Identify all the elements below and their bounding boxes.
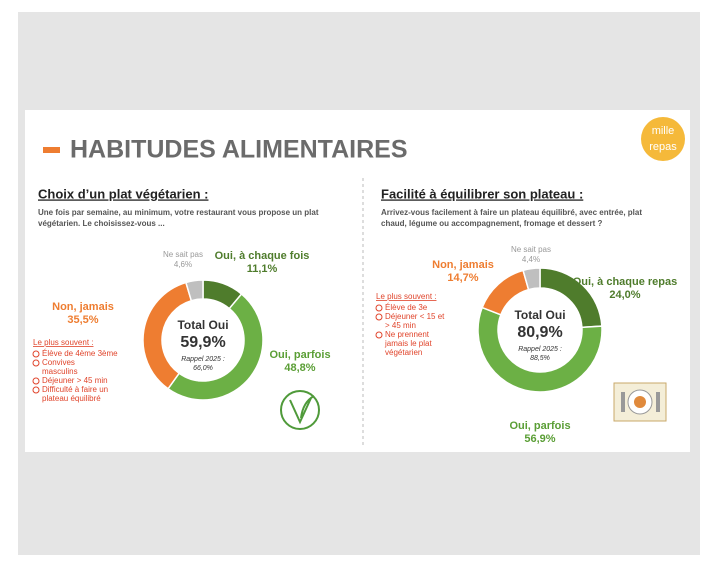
note-text: Difficulté à faire un — [42, 385, 108, 394]
note-text: Ne prennent — [385, 330, 430, 339]
slice-value: 35,5% — [67, 314, 98, 326]
note-text: Convives — [42, 358, 75, 367]
page: {"header": {"title": "HABITUDES ALIMENTA… — [0, 0, 712, 567]
chart-subtitle: Une fois par semaine, au minimum, votre … — [38, 208, 319, 217]
note-text: > 45 min — [385, 321, 416, 330]
slice-label: Ne sait pas — [163, 250, 203, 259]
chart-subtitle: végétarien. Le choisissez-vous ... — [38, 219, 165, 228]
logo-text: repas — [649, 141, 677, 153]
chart-title: Choix d’un plat végétarien : — [38, 186, 208, 201]
chart-subtitle: chaud, légume ou accompagnement, fromage… — [381, 219, 603, 228]
note-text: plateau équilibré — [42, 394, 101, 403]
title-dash — [43, 147, 60, 153]
note-text: Élève de 3e — [385, 303, 428, 312]
note-text: végétarien — [385, 348, 422, 357]
slice-value: 4,4% — [522, 255, 540, 264]
center-note: 88,5% — [530, 355, 550, 362]
chart-title: Facilité à équilibrer son plateau : — [381, 186, 583, 201]
center-note: Rappel 2025 : — [181, 356, 225, 363]
center-title: Total Oui — [177, 318, 228, 332]
slice-value: 24,0% — [609, 289, 640, 301]
slice-label: Ne sait pas — [511, 245, 551, 254]
slice-value: 11,1% — [247, 263, 278, 275]
slice-label: Non, jamais — [432, 259, 494, 271]
slide-title: HABITUDES ALIMENTAIRES — [70, 136, 408, 164]
logo — [641, 117, 685, 161]
center-note: Rappel 2025 : — [518, 346, 562, 353]
slice-value: 48,8% — [284, 362, 315, 374]
chart-subtitle: Arrivez-vous facilement à faire un plate… — [381, 208, 642, 217]
note-text: masculins — [42, 367, 78, 376]
slice-label: Oui, parfois — [269, 349, 330, 361]
center-note: 66,0% — [193, 365, 213, 372]
slice-label: Non, jamais — [52, 301, 114, 313]
screenshot: HABITUDES ALIMENTAIRES mille repas Choix… — [0, 0, 712, 567]
slice-value: 56,9% — [524, 433, 555, 445]
center-title: Total Oui — [514, 308, 565, 322]
slice-label: Oui, à chaque repas — [573, 276, 678, 288]
note-text: Déjeuner > 45 min — [42, 376, 108, 385]
note-title: Le plus souvent : — [376, 292, 436, 301]
slice-label: Oui, à chaque fois — [215, 250, 310, 262]
center-value: 80,9% — [517, 324, 562, 341]
plate-icon — [614, 383, 666, 421]
note-text: Élève de 4ème 3ème — [42, 349, 118, 358]
slice-label: Oui, parfois — [509, 420, 570, 432]
slice-value: 14,7% — [447, 272, 478, 284]
logo-text: mille — [652, 125, 675, 137]
note-text: Déjeuner < 15 et — [385, 312, 445, 321]
slice-value: 4,6% — [174, 260, 192, 269]
note-title: Le plus souvent : — [33, 338, 93, 347]
center-value: 59,9% — [180, 334, 225, 351]
note-text: jamais le plat — [384, 339, 432, 348]
